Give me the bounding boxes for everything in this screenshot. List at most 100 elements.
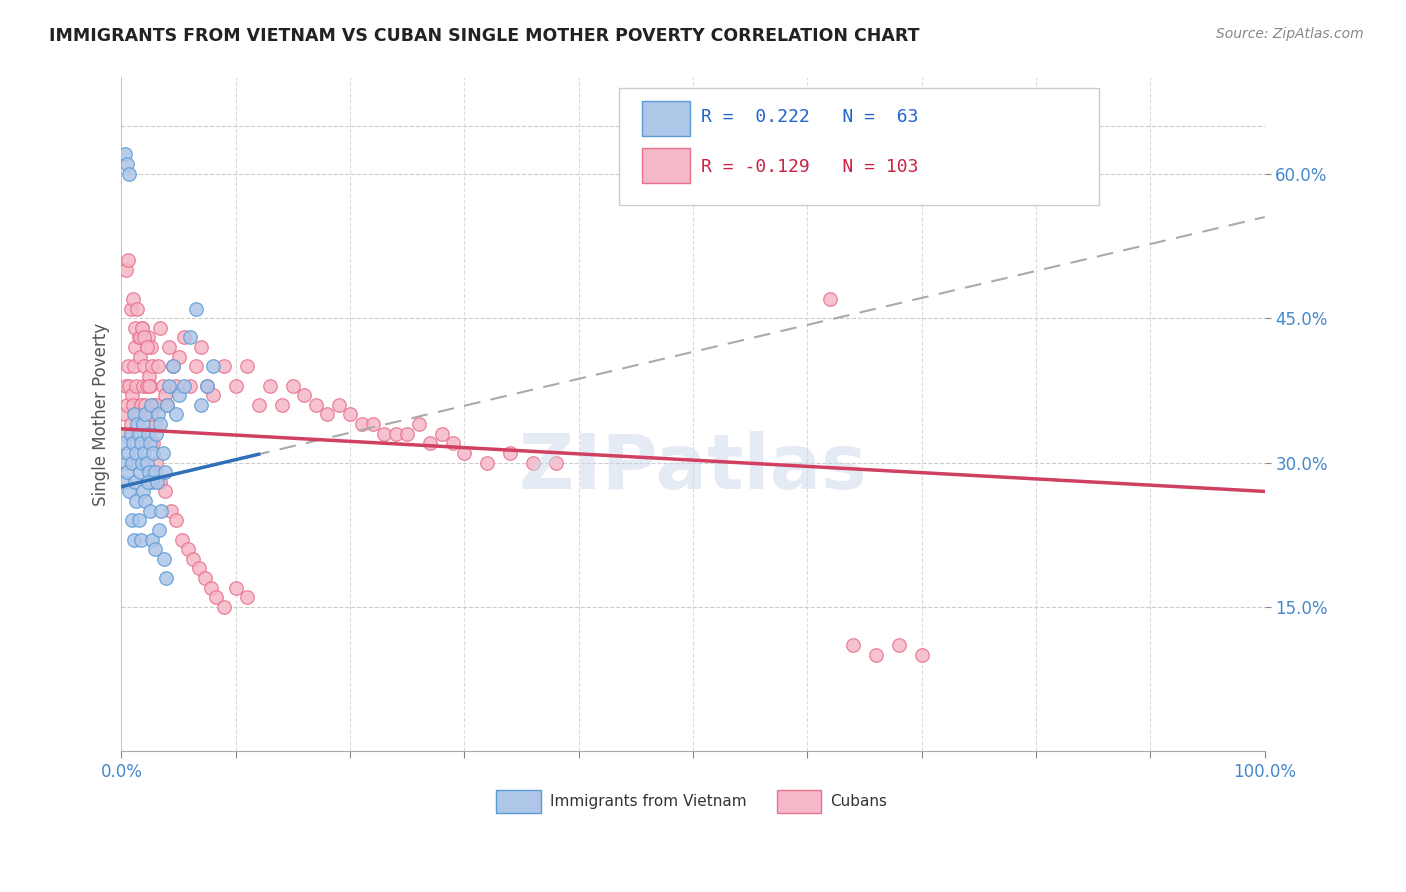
Point (259, 378, 281, 392)
Point (201, 388, 224, 402)
Point (361, 417, 384, 431)
Point (114, 147, 136, 161)
Point (184, 359, 207, 374)
Point (408, 417, 430, 431)
Point (134, 494, 156, 508)
Point (225, 581, 247, 595)
Point (179, 330, 201, 344)
Point (201, 359, 224, 374)
Point (153, 388, 176, 402)
Point (135, 456, 157, 470)
Point (122, 359, 145, 374)
Point (190, 340, 212, 354)
Text: Immigrants from Vietnam: Immigrants from Vietnam (550, 795, 747, 809)
Point (115, 398, 138, 412)
Point (236, 359, 259, 374)
Point (141, 533, 163, 547)
FancyBboxPatch shape (641, 101, 690, 136)
Text: R = -0.129   N = 103: R = -0.129 N = 103 (702, 158, 918, 176)
Point (124, 340, 146, 354)
Point (120, 426, 142, 441)
Point (118, 167, 141, 181)
Point (139, 436, 162, 450)
Point (453, 446, 475, 460)
Point (544, 456, 567, 470)
Point (477, 456, 499, 470)
Point (143, 465, 166, 479)
Point (128, 350, 150, 364)
Point (842, 639, 865, 653)
Point (142, 436, 165, 450)
Point (132, 378, 155, 392)
Point (128, 513, 150, 527)
Point (114, 475, 136, 489)
Point (205, 591, 228, 605)
Point (134, 359, 156, 374)
Point (124, 320, 146, 334)
Point (152, 551, 174, 566)
Point (145, 456, 167, 470)
Point (128, 465, 150, 479)
Point (115, 456, 138, 470)
Point (138, 465, 160, 479)
Point (153, 465, 176, 479)
Point (865, 648, 887, 662)
Point (155, 571, 177, 585)
Point (162, 359, 184, 374)
Point (188, 561, 211, 575)
Point (139, 504, 162, 518)
Point (127, 408, 149, 422)
Point (396, 426, 419, 441)
Point (134, 398, 156, 412)
Point (120, 417, 142, 431)
Point (131, 456, 153, 470)
Text: ZIPatlas: ZIPatlas (519, 432, 868, 506)
FancyBboxPatch shape (776, 790, 821, 814)
Point (136, 426, 159, 441)
Point (127, 417, 149, 431)
Point (146, 359, 169, 374)
Point (165, 378, 187, 392)
Point (122, 533, 145, 547)
Point (373, 426, 395, 441)
Point (127, 301, 149, 316)
Point (419, 436, 441, 450)
Point (149, 475, 172, 489)
Point (430, 426, 453, 441)
Point (112, 436, 135, 450)
Point (141, 398, 163, 412)
Point (146, 408, 169, 422)
Point (156, 398, 179, 412)
Point (115, 378, 138, 392)
Point (146, 475, 169, 489)
Point (385, 426, 408, 441)
Point (194, 571, 217, 585)
Y-axis label: Single Mother Poverty: Single Mother Poverty (93, 323, 110, 506)
Point (115, 157, 138, 171)
Point (139, 378, 162, 392)
Point (225, 378, 247, 392)
Point (138, 378, 160, 392)
Point (820, 292, 842, 306)
Point (125, 378, 148, 392)
Point (328, 398, 350, 412)
Point (214, 359, 236, 374)
Point (159, 378, 181, 392)
Point (153, 484, 176, 499)
Point (125, 494, 148, 508)
Point (131, 320, 153, 334)
Point (136, 330, 159, 344)
Point (112, 426, 135, 441)
Point (148, 523, 170, 537)
Point (152, 446, 174, 460)
Point (499, 446, 522, 460)
FancyBboxPatch shape (619, 87, 1099, 205)
Point (167, 350, 190, 364)
Point (132, 417, 155, 431)
Point (135, 340, 157, 354)
Point (129, 533, 152, 547)
Point (121, 456, 143, 470)
Point (200, 581, 222, 595)
Point (170, 533, 193, 547)
Point (141, 475, 163, 489)
